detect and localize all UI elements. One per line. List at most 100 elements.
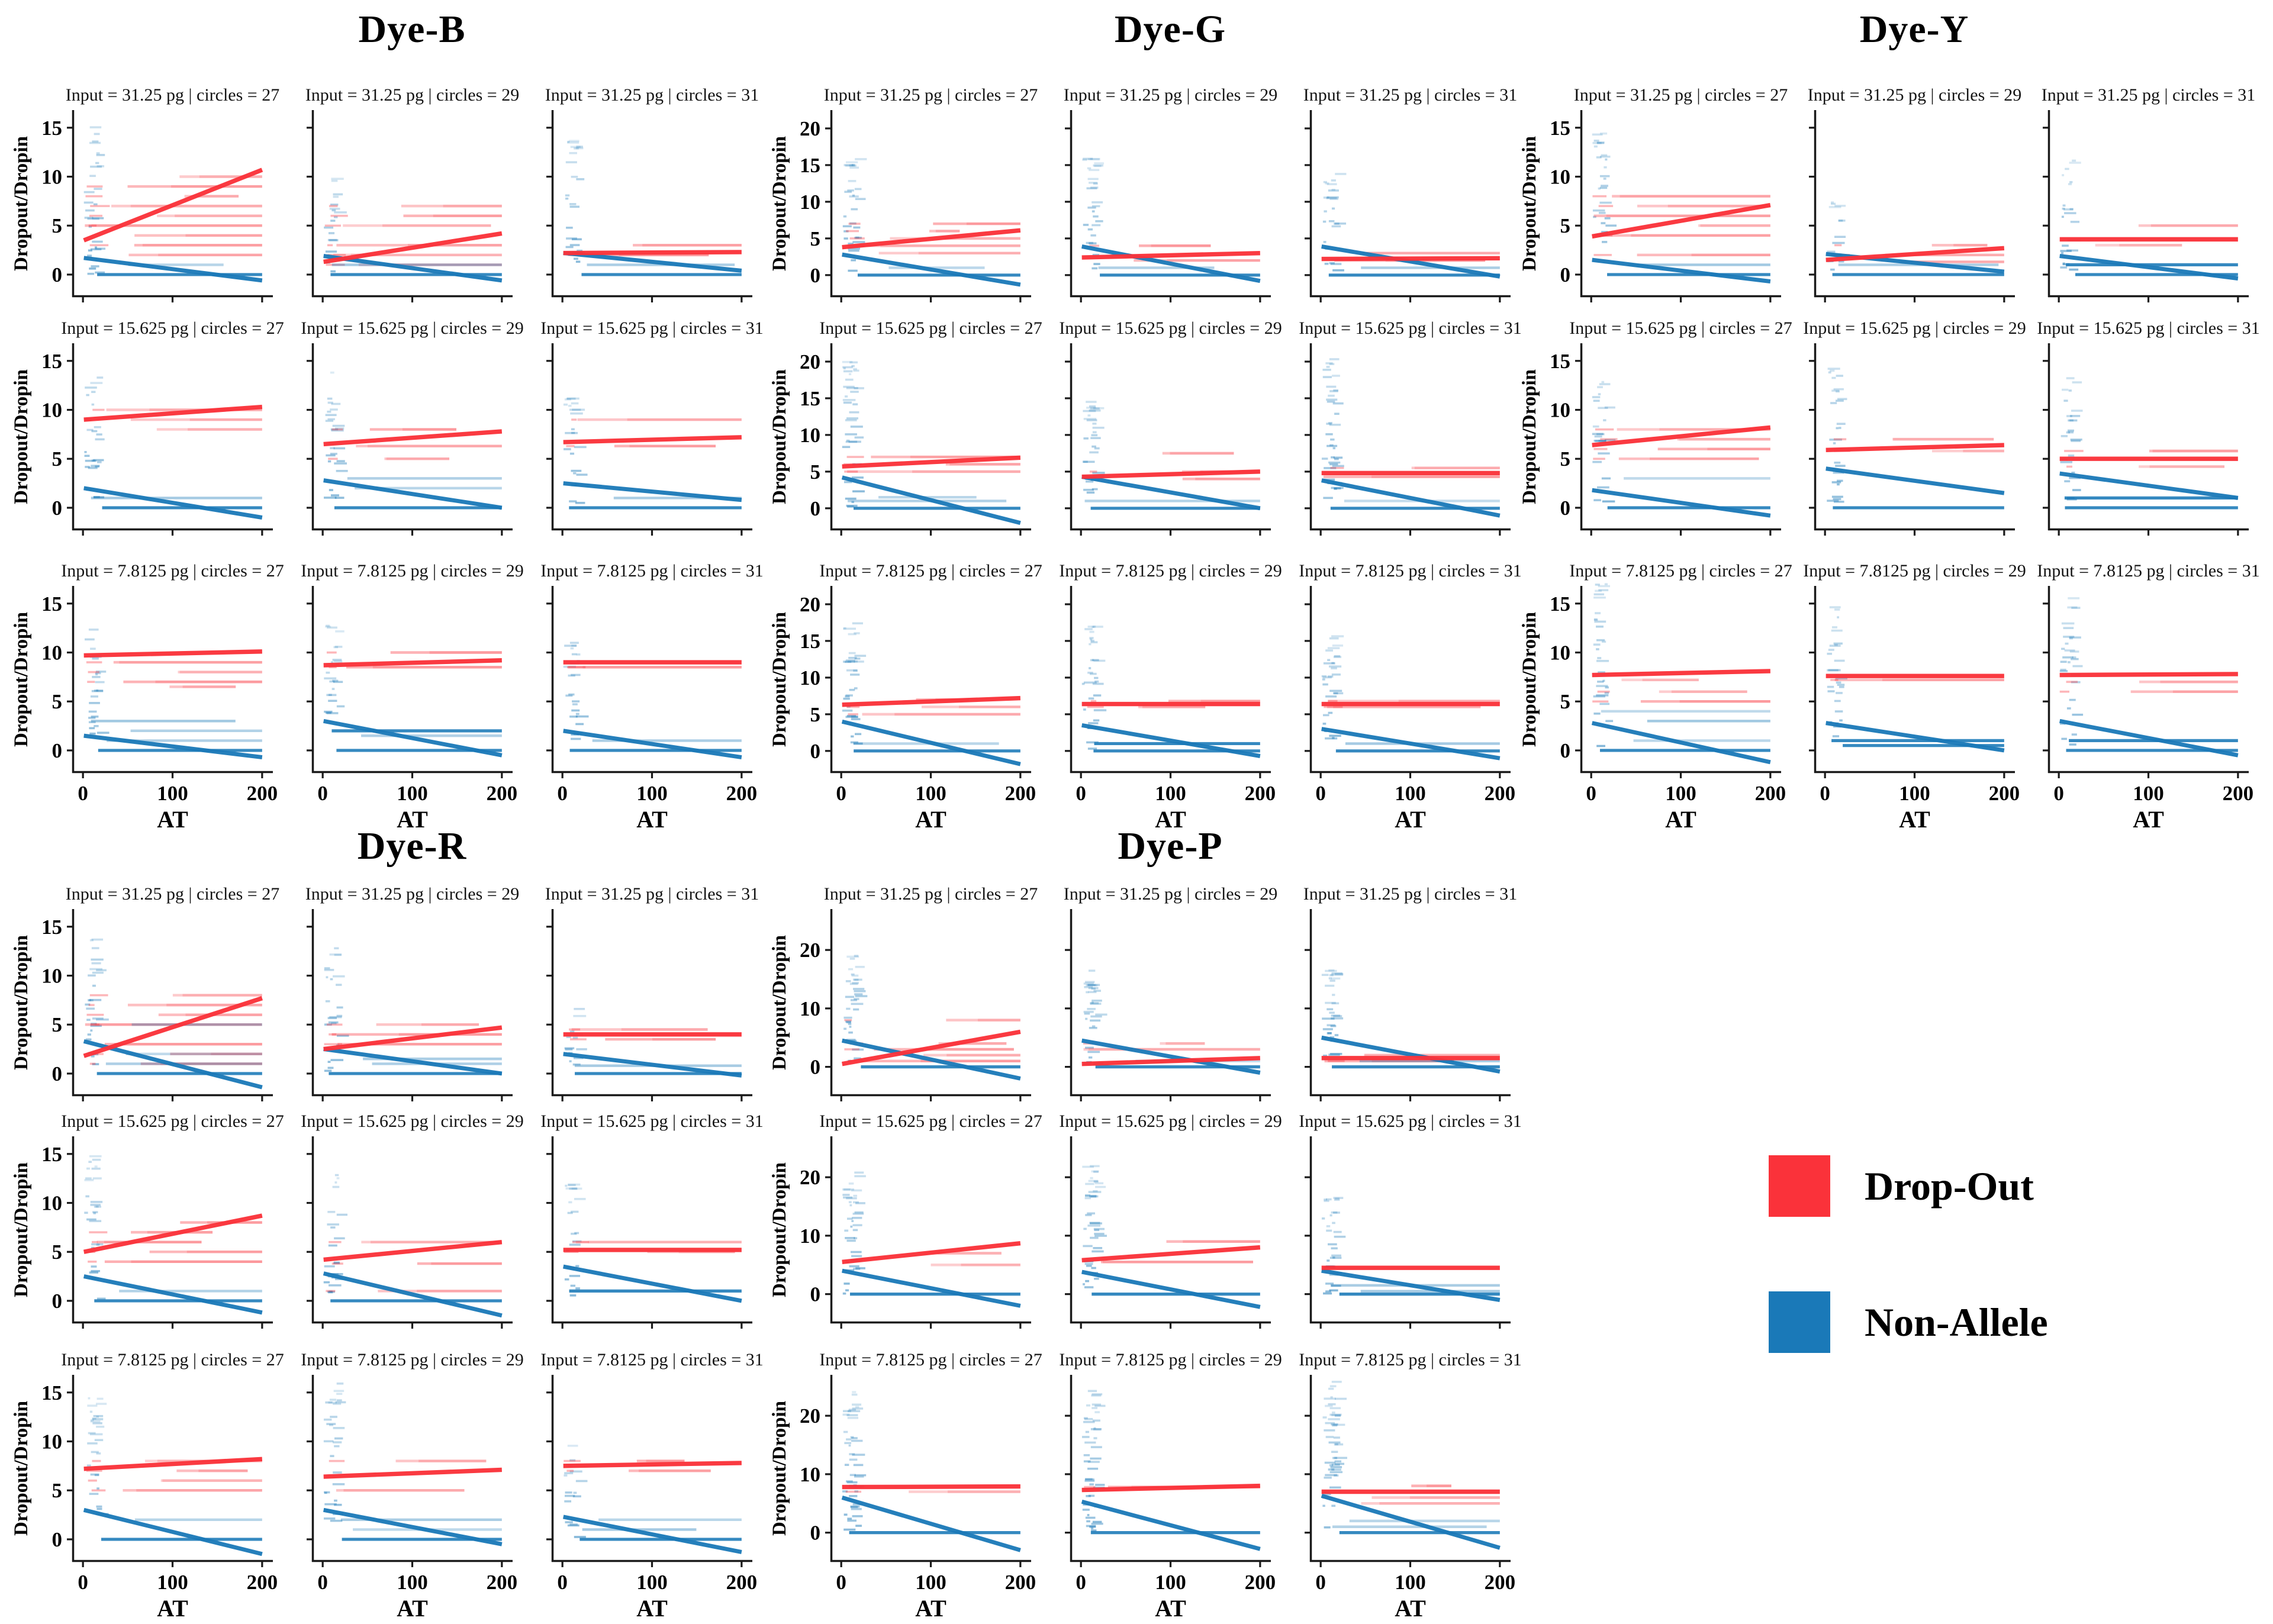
- svg-text:0: 0: [1586, 782, 1596, 805]
- svg-text:5: 5: [1560, 690, 1571, 713]
- facet-plot: 0 100 200 AT: [1305, 1375, 1515, 1622]
- facet-title: Input = 31.25 pg | circles = 31: [1303, 85, 1518, 105]
- svg-text:100: 100: [1899, 782, 1930, 805]
- svg-text:5: 5: [1560, 214, 1571, 237]
- svg-text:20: 20: [800, 1404, 820, 1428]
- facet-plot: 0 5 10 15 0 100 200 AT Dropout/Dropin: [11, 1375, 278, 1622]
- x-axis-label: AT: [915, 1595, 946, 1622]
- x-axis-label: AT: [1899, 806, 1930, 833]
- svg-text:15: 15: [1550, 350, 1570, 373]
- facet-plot: 0 10 20 Dropout/Dropin: [769, 1136, 1031, 1329]
- svg-text:100: 100: [636, 1571, 668, 1594]
- facet-plot: 0 100 200 AT: [546, 586, 757, 833]
- x-axis-label: AT: [915, 806, 946, 833]
- y-axis-label: Dropout/Dropin: [769, 369, 790, 504]
- facet-title: Input = 15.625 pg | circles = 27: [61, 318, 284, 338]
- y-axis-label: Dropout/Dropin: [1519, 369, 1540, 504]
- facet-plot: 0 100 200 AT: [1809, 586, 2020, 833]
- svg-text:100: 100: [397, 782, 428, 805]
- facet-plot: [1305, 110, 1511, 302]
- y-axis-label: Dropout/Dropin: [769, 1401, 790, 1536]
- facet-title: Input = 31.25 pg | circles = 27: [65, 85, 280, 105]
- svg-text:200: 200: [1755, 782, 1786, 805]
- svg-text:100: 100: [2133, 782, 2164, 805]
- legend-swatch-dropout: [1769, 1155, 1830, 1217]
- svg-text:5: 5: [52, 447, 63, 471]
- svg-text:5: 5: [52, 1240, 63, 1264]
- svg-text:20: 20: [800, 350, 820, 373]
- facet-title: Input = 7.8125 pg | circles = 31: [1299, 1350, 1522, 1370]
- svg-text:0: 0: [52, 263, 63, 286]
- facet-title: Input = 31.25 pg | circles = 31: [545, 85, 759, 105]
- svg-text:0: 0: [836, 1571, 846, 1594]
- facet-plot: [1809, 110, 2015, 302]
- svg-text:0: 0: [557, 1571, 568, 1594]
- svg-text:100: 100: [1155, 782, 1186, 805]
- svg-text:0: 0: [1560, 497, 1571, 520]
- svg-text:100: 100: [397, 1571, 428, 1594]
- facet-title: Input = 15.625 pg | circles = 29: [1803, 318, 2026, 338]
- facet-title: Input = 31.25 pg | circles = 31: [545, 884, 759, 904]
- facet-plot: [2043, 343, 2249, 536]
- svg-text:200: 200: [247, 1571, 278, 1594]
- svg-text:15: 15: [41, 592, 62, 616]
- svg-text:15: 15: [1550, 117, 1570, 140]
- facet-plot: 0 5 10 15 Dropout/Dropin: [11, 1136, 273, 1329]
- svg-text:0: 0: [1820, 782, 1830, 805]
- svg-text:0: 0: [810, 264, 821, 287]
- svg-text:0: 0: [317, 1571, 328, 1594]
- facet-plot: [1065, 110, 1271, 302]
- svg-text:200: 200: [1989, 782, 2020, 805]
- svg-text:0: 0: [52, 1062, 63, 1085]
- facet-plot: 0 100 200 AT: [2043, 586, 2253, 833]
- svg-text:100: 100: [636, 782, 668, 805]
- svg-text:10: 10: [800, 1463, 820, 1486]
- svg-text:5: 5: [52, 690, 63, 713]
- facet-plot: 0 5 10 15 Dropout/Dropin: [11, 110, 273, 302]
- svg-text:10: 10: [41, 399, 62, 422]
- facet-title: Input = 7.8125 pg | circles = 29: [301, 561, 524, 581]
- facet-plot: 0 100 200 AT: [1065, 1375, 1276, 1622]
- facet-title: Input = 7.8125 pg | circles = 27: [819, 1350, 1042, 1370]
- facet-title: Input = 31.25 pg | circles = 27: [823, 884, 1038, 904]
- facet-plot: [1305, 909, 1511, 1101]
- svg-text:0: 0: [52, 1290, 63, 1313]
- facet-title: Input = 7.8125 pg | circles = 29: [1059, 1350, 1282, 1370]
- group-title-dye-r: Dye-R: [357, 824, 467, 868]
- svg-text:15: 15: [1550, 592, 1570, 616]
- svg-text:200: 200: [726, 782, 758, 805]
- facet-plot: 0 5 10 15 0 100 200 AT Dropout/Dropin: [11, 586, 278, 833]
- y-axis-label: Dropout/Dropin: [769, 612, 790, 747]
- facet-plot: [1065, 909, 1271, 1101]
- y-axis-label: Dropout/Dropin: [11, 935, 32, 1070]
- facet-title: Input = 7.8125 pg | circles = 27: [61, 561, 284, 581]
- y-axis-label: Dropout/Dropin: [11, 612, 32, 747]
- y-axis-label: Dropout/Dropin: [769, 1162, 790, 1297]
- svg-text:10: 10: [1550, 399, 1570, 422]
- x-axis-label: AT: [397, 1595, 428, 1622]
- svg-text:0: 0: [1560, 263, 1571, 286]
- facet-title: Input = 7.8125 pg | circles = 31: [1299, 561, 1522, 581]
- facet-plot: [546, 909, 752, 1101]
- svg-text:20: 20: [800, 939, 820, 962]
- x-axis-label: AT: [1395, 806, 1426, 833]
- svg-text:10: 10: [800, 191, 820, 214]
- facet-plot: 0 5 10 15 Dropout/Dropin: [11, 909, 273, 1101]
- facet-title: Input = 31.25 pg | circles = 27: [65, 884, 280, 904]
- facet-plot: 0 100 200 AT: [546, 1375, 757, 1622]
- svg-text:0: 0: [810, 740, 821, 763]
- facet-plot: 0 10 20 Dropout/Dropin: [769, 909, 1031, 1101]
- svg-text:0: 0: [52, 739, 63, 762]
- y-axis-label: Dropout/Dropin: [11, 1162, 32, 1297]
- facet-title: Input = 7.8125 pg | circles = 27: [61, 1350, 284, 1370]
- facet-title: Input = 15.625 pg | circles = 31: [1299, 1111, 1522, 1131]
- facet-plot: [1065, 343, 1271, 536]
- svg-text:200: 200: [1005, 1571, 1036, 1594]
- svg-text:100: 100: [1395, 782, 1426, 805]
- facet-title: Input = 15.625 pg | circles = 29: [1059, 1111, 1282, 1131]
- svg-text:0: 0: [810, 1522, 821, 1545]
- svg-text:100: 100: [1395, 1571, 1426, 1594]
- facet-plot: 0 100 200 AT: [307, 586, 517, 833]
